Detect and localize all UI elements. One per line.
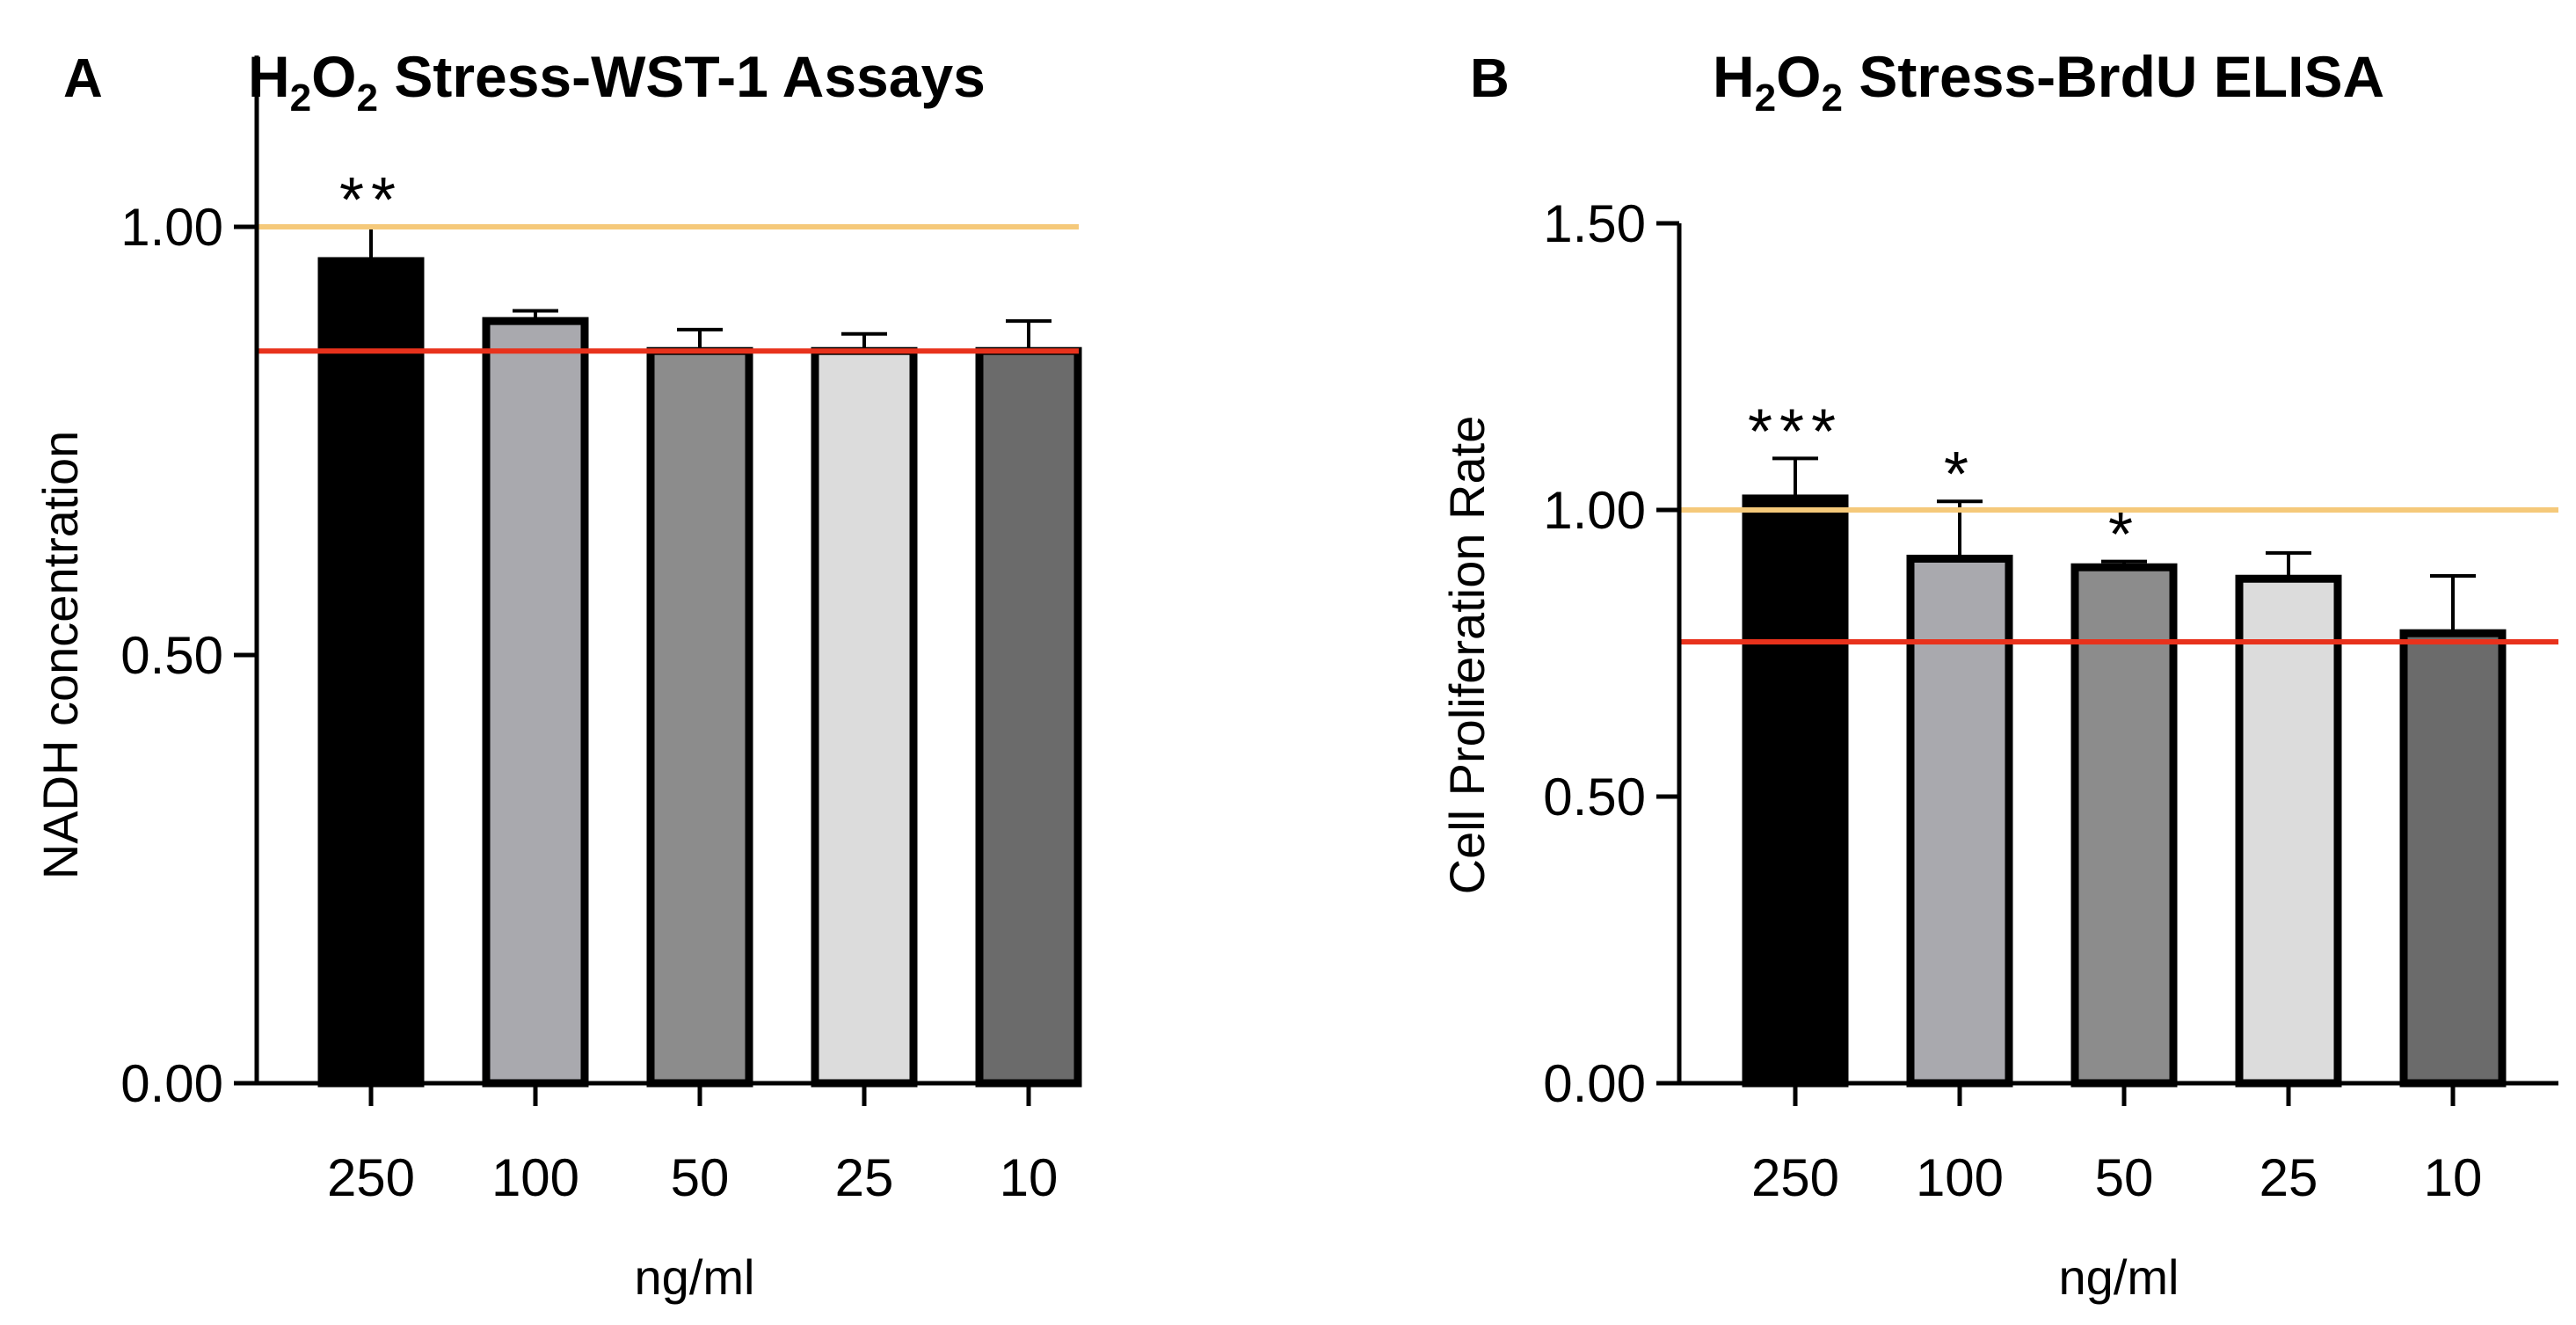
x-tick-label: 10 <box>1000 1148 1059 1207</box>
panel-a-letter: A <box>63 48 103 109</box>
bar <box>317 257 425 1088</box>
y-tick-label: 1.50 <box>1543 194 1646 253</box>
significance-label: ** <box>339 165 403 236</box>
panel-a-ylabel: NADH concentration <box>33 431 88 879</box>
panel-a-title-part: Stress-WST-1 Assays <box>378 44 986 109</box>
x-tick-label: 100 <box>491 1148 579 1207</box>
x-tick-label: 50 <box>2095 1148 2154 1207</box>
panel-b-xlabel: ng/ml <box>2059 1249 2179 1305</box>
bar <box>811 346 918 1088</box>
panel-a-title-part: 2 <box>357 76 378 120</box>
y-tick-label: 0.50 <box>120 626 223 685</box>
panel-b-title-part: 2 <box>1822 76 1843 120</box>
y-tick-label: 0.00 <box>1543 1054 1646 1113</box>
panel-b-plot: ***250*100*50 25 100.000.501.001.50 <box>1543 194 2558 1207</box>
panel-a-plot: ** 250 100 50 25 10 0.00 0.50 1.00 <box>120 55 1082 1207</box>
x-tick-label: 25 <box>835 1148 894 1207</box>
bar <box>1742 494 1849 1088</box>
panel-a-title-part: H <box>248 44 290 109</box>
x-tick-label: 250 <box>327 1148 415 1207</box>
panel-a: A H2O2 Stress-WST-1 Assays **250 100 50 25 1… <box>33 44 1082 1305</box>
panel-b-title-part: Stress-BrdU ELISA <box>1843 44 2384 109</box>
panel-b-title-part: 2 <box>1755 76 1776 120</box>
x-tick-label: 10 <box>2424 1148 2483 1207</box>
significance-label: *** <box>1748 397 1843 467</box>
panel-a-title: H2O2 Stress-WST-1 Assays <box>248 44 986 120</box>
y-tick-label: 1.00 <box>120 198 223 257</box>
bar <box>2070 563 2178 1088</box>
panel-a-title-part: 2 <box>290 76 311 120</box>
x-tick-label: 50 <box>671 1148 730 1207</box>
panel-a-title-part: O <box>311 44 356 109</box>
panel-b-title-part: O <box>1776 44 1821 109</box>
panel-b-title-part: H <box>1713 44 1755 109</box>
bar <box>2235 574 2342 1088</box>
bar <box>646 346 753 1088</box>
y-tick-label: 1.00 <box>1543 481 1646 540</box>
panel-a-xlabel: ng/ml <box>635 1249 755 1305</box>
panel-b-letter: B <box>1470 48 1510 109</box>
panel-b-title: H2O2 Stress-BrdU ELISA <box>1713 44 2384 120</box>
bar <box>975 346 1082 1088</box>
panel-b-ylabel: Cell Proliferation Rate <box>1439 416 1495 895</box>
x-tick-label: 250 <box>1751 1148 1839 1207</box>
bar <box>1906 554 2013 1088</box>
x-tick-label: 100 <box>1916 1148 2004 1207</box>
bar <box>482 317 589 1088</box>
x-tick-label: 25 <box>2259 1148 2318 1207</box>
y-tick-label: 0.00 <box>120 1054 223 1113</box>
y-tick-label: 0.50 <box>1543 768 1646 826</box>
significance-label: * <box>1944 440 1976 510</box>
bar <box>2399 629 2507 1088</box>
panel-b: B H2O2 Stress-BrdU ELISA ***250*100*50 25… <box>1439 44 2558 1305</box>
